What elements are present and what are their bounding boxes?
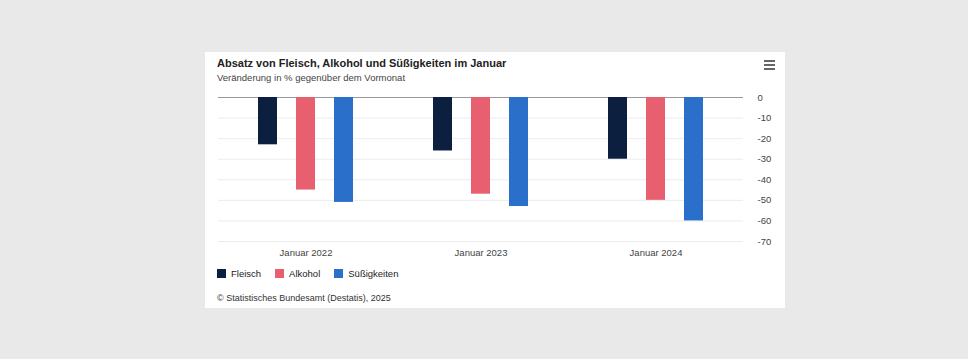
html-text:Absatz von Fleisch, Alkohol un: Absatz von Fleisch, Alkohol und Süßigkei… (217, 57, 507, 69)
svg-text:-50: -50 (758, 194, 772, 205)
svg-text:Januar 2022: Januar 2022 (280, 247, 333, 258)
svg-text:-70: -70 (758, 236, 772, 247)
html-text:Süßigkeiten: Süßigkeiten (348, 268, 399, 279)
html-text:Veränderung in % gegenüber dem: Veränderung in % gegenüber dem Vormonat (217, 72, 405, 83)
svg-text:-60: -60 (758, 215, 772, 226)
html-text:Alkohol: Alkohol (289, 268, 321, 279)
html-text:© Statistisches Bundesamt (Des: © Statistisches Bundesamt (Destatis), 20… (217, 293, 391, 303)
svg-text:-40: -40 (758, 174, 772, 185)
svg-text:Januar 2024: Januar 2024 (630, 247, 683, 258)
svg-text:Januar 2023: Januar 2023 (455, 247, 508, 258)
svg-text:0: 0 (758, 92, 763, 103)
svg-text:-20: -20 (758, 133, 772, 144)
svg-text:-10: -10 (758, 112, 772, 123)
svg-text:-30: -30 (758, 153, 772, 164)
html-text:Fleisch: Fleisch (231, 268, 262, 279)
